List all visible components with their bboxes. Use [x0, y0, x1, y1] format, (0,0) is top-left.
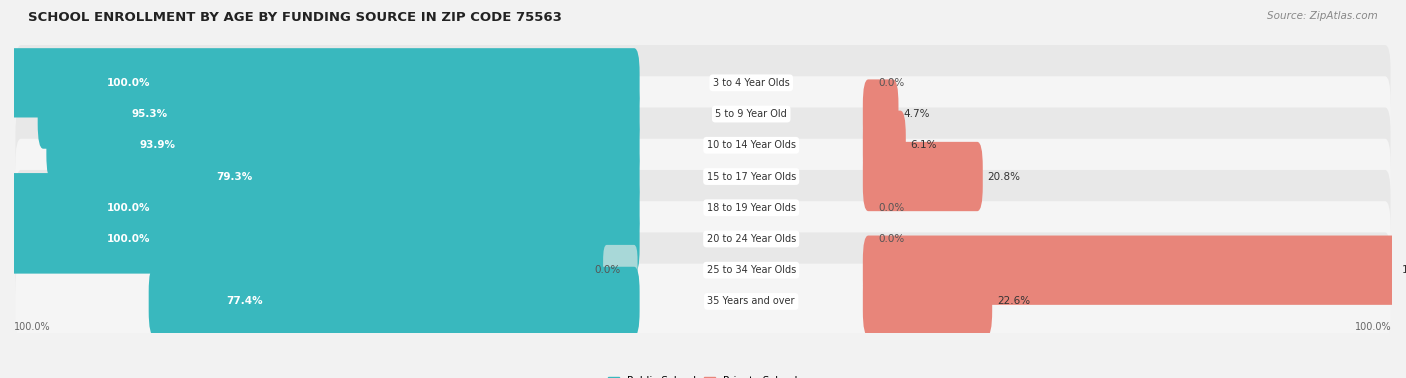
Text: 100.0%: 100.0% — [107, 78, 150, 88]
FancyBboxPatch shape — [15, 45, 1391, 121]
Text: Source: ZipAtlas.com: Source: ZipAtlas.com — [1267, 11, 1378, 21]
FancyBboxPatch shape — [863, 142, 983, 211]
FancyBboxPatch shape — [863, 79, 898, 149]
Text: 20 to 24 Year Olds: 20 to 24 Year Olds — [707, 234, 796, 244]
FancyBboxPatch shape — [15, 201, 1391, 277]
Text: 20.8%: 20.8% — [987, 172, 1021, 181]
Text: SCHOOL ENROLLMENT BY AGE BY FUNDING SOURCE IN ZIP CODE 75563: SCHOOL ENROLLMENT BY AGE BY FUNDING SOUR… — [28, 11, 562, 24]
FancyBboxPatch shape — [8, 173, 640, 242]
FancyBboxPatch shape — [863, 235, 1398, 305]
Legend: Public School, Private School: Public School, Private School — [605, 372, 801, 378]
Text: 100.0%: 100.0% — [1355, 322, 1392, 332]
Text: 93.9%: 93.9% — [139, 140, 176, 150]
Text: 79.3%: 79.3% — [217, 172, 253, 181]
FancyBboxPatch shape — [863, 111, 905, 180]
Text: 0.0%: 0.0% — [879, 203, 905, 213]
Text: 100.0%: 100.0% — [14, 322, 51, 332]
FancyBboxPatch shape — [136, 142, 640, 211]
FancyBboxPatch shape — [149, 267, 640, 336]
FancyBboxPatch shape — [8, 48, 640, 118]
Text: 0.0%: 0.0% — [879, 234, 905, 244]
FancyBboxPatch shape — [15, 170, 1391, 246]
Text: 0.0%: 0.0% — [595, 265, 620, 275]
Text: 95.3%: 95.3% — [132, 109, 167, 119]
Text: 100.0%: 100.0% — [107, 234, 150, 244]
Text: 100.0%: 100.0% — [1402, 265, 1406, 275]
FancyBboxPatch shape — [15, 263, 1391, 339]
Text: 100.0%: 100.0% — [107, 203, 150, 213]
Text: 15 to 17 Year Olds: 15 to 17 Year Olds — [707, 172, 796, 181]
FancyBboxPatch shape — [8, 204, 640, 274]
FancyBboxPatch shape — [15, 232, 1391, 308]
Text: 0.0%: 0.0% — [879, 78, 905, 88]
FancyBboxPatch shape — [15, 139, 1391, 214]
Text: 4.7%: 4.7% — [903, 109, 929, 119]
FancyBboxPatch shape — [863, 267, 993, 336]
FancyBboxPatch shape — [38, 79, 640, 149]
Text: 6.1%: 6.1% — [911, 140, 938, 150]
Text: 5 to 9 Year Old: 5 to 9 Year Old — [716, 109, 787, 119]
Text: 18 to 19 Year Olds: 18 to 19 Year Olds — [707, 203, 796, 213]
FancyBboxPatch shape — [603, 245, 637, 296]
Text: 35 Years and over: 35 Years and over — [707, 296, 794, 307]
Text: 10 to 14 Year Olds: 10 to 14 Year Olds — [707, 140, 796, 150]
FancyBboxPatch shape — [46, 111, 640, 180]
Text: 22.6%: 22.6% — [997, 296, 1031, 307]
FancyBboxPatch shape — [15, 107, 1391, 183]
Text: 3 to 4 Year Olds: 3 to 4 Year Olds — [713, 78, 790, 88]
Text: 25 to 34 Year Olds: 25 to 34 Year Olds — [707, 265, 796, 275]
Text: 77.4%: 77.4% — [226, 296, 263, 307]
FancyBboxPatch shape — [15, 76, 1391, 152]
